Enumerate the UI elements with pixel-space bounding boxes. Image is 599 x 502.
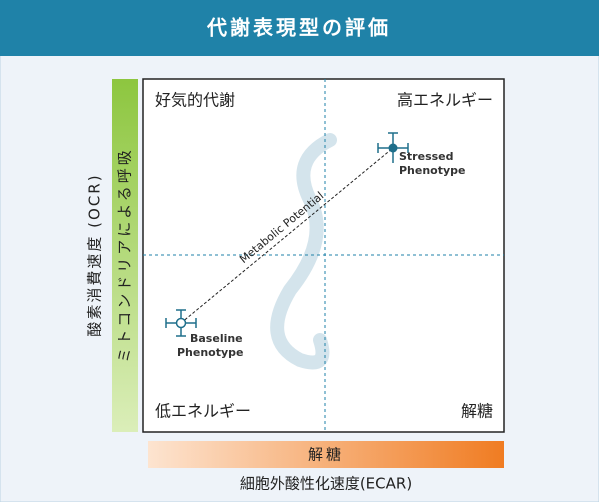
point	[175, 317, 187, 329]
point-label: Stressed	[399, 150, 454, 163]
quadrant-label: 高エネルギー	[397, 91, 493, 110]
seahorse-watermark	[270, 133, 337, 370]
x-band-label: 解糖	[308, 446, 344, 464]
quadrant-label: 低エネルギー	[155, 402, 251, 421]
y-band	[112, 79, 138, 432]
point-label: Phenotype	[177, 346, 244, 359]
point	[388, 143, 398, 153]
y-band-label: ミトコンドリアによる呼吸	[116, 147, 134, 363]
point-label: Baseline	[190, 332, 243, 345]
header-bar	[0, 0, 599, 56]
y-axis-label: 酸素消費速度 (OCR)	[86, 173, 104, 336]
title: 代謝表現型の評価	[206, 16, 391, 40]
x-band	[148, 441, 504, 468]
quadrant-label: 解糖	[461, 402, 493, 421]
x-axis-label: 細胞外酸性化速度(ECAR)	[240, 475, 412, 493]
point-label: Phenotype	[399, 164, 466, 177]
quadrant-label: 好気的代謝	[155, 91, 235, 110]
potential-line	[180, 147, 394, 324]
